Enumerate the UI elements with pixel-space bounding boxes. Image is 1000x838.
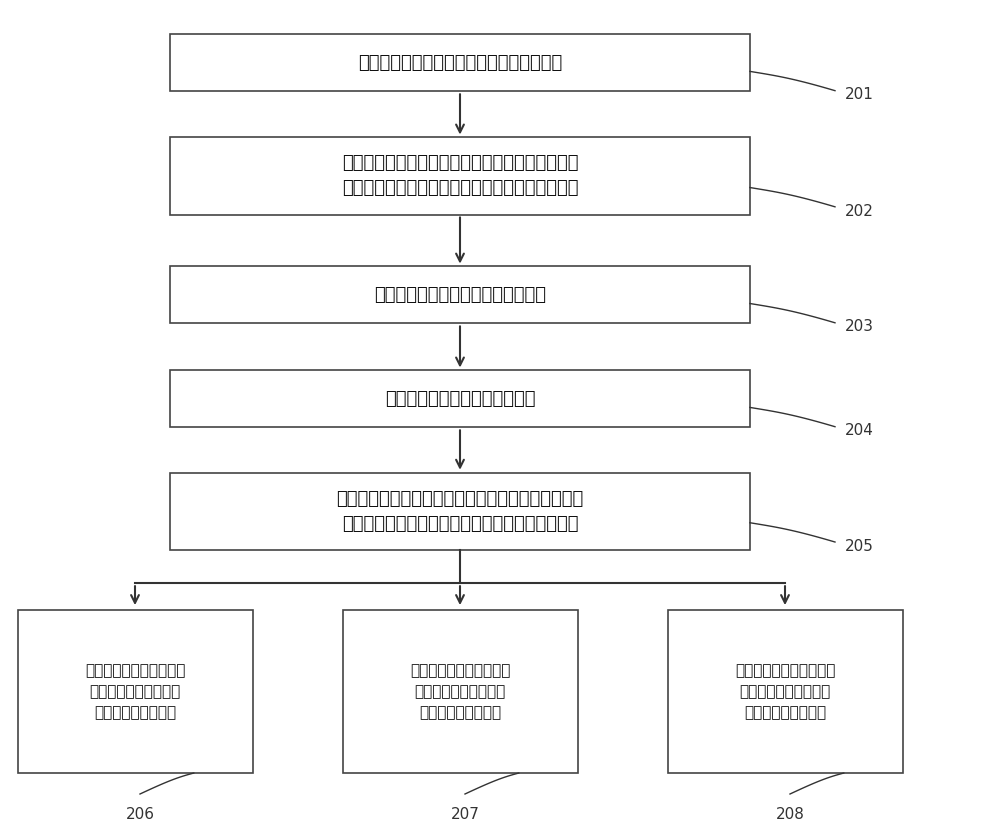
Text: 根据土壤特性确定田间持水量和饱和含水率: 根据土壤特性确定田间持水量和饱和含水率 — [358, 54, 562, 72]
Text: 202: 202 — [845, 204, 874, 219]
Text: 203: 203 — [845, 319, 874, 334]
Text: 204: 204 — [845, 423, 874, 438]
FancyBboxPatch shape — [170, 473, 750, 550]
FancyBboxPatch shape — [170, 34, 750, 91]
Text: 206: 206 — [126, 806, 154, 821]
Text: 选取土样，使土样的土壤含水率为零: 选取土样，使土样的土壤含水率为零 — [374, 286, 546, 304]
FancyBboxPatch shape — [668, 610, 902, 773]
Text: 207: 207 — [451, 806, 479, 821]
Text: 205: 205 — [845, 539, 874, 554]
Text: 对作物实验组灌溉实验，
计算作物实验组灌溉水
量和作物刚性需水量: 对作物实验组灌溉实验， 计算作物实验组灌溉水 量和作物刚性需水量 — [85, 663, 185, 720]
FancyBboxPatch shape — [170, 370, 750, 427]
Text: 根据作物生长特性将作物生长周期分为多个作物生
长期，并确定多个作物生长期对应的作物凋萎系数: 根据作物生长特性将作物生长周期分为多个作物生 长期，并确定多个作物生长期对应的作… — [342, 154, 578, 198]
Text: 208: 208 — [776, 806, 804, 821]
FancyBboxPatch shape — [342, 610, 578, 773]
FancyBboxPatch shape — [170, 266, 750, 323]
Text: 对作物实验组灌溉实验，
计算作物实验组灌溉水
量和作物弹性需水量: 对作物实验组灌溉实验， 计算作物实验组灌溉水 量和作物弹性需水量 — [410, 663, 510, 720]
Text: 201: 201 — [845, 87, 874, 102]
Text: 调整测坑的土壤含水率，当土壤含水率达到作物凋萎
系数时，分别向测坑移植苗期作物作为作物实验组: 调整测坑的土壤含水率，当土壤含水率达到作物凋萎 系数时，分别向测坑移植苗期作物作… — [336, 489, 584, 533]
FancyBboxPatch shape — [18, 610, 252, 773]
Text: 选取测坑，将土样分别填入测坑: 选取测坑，将土样分别填入测坑 — [385, 390, 535, 408]
Text: 对作物实验组灌溉实验，
计算作物实验组灌溉水
量和作物奢侈需水量: 对作物实验组灌溉实验， 计算作物实验组灌溉水 量和作物奢侈需水量 — [735, 663, 835, 720]
FancyBboxPatch shape — [170, 137, 750, 215]
